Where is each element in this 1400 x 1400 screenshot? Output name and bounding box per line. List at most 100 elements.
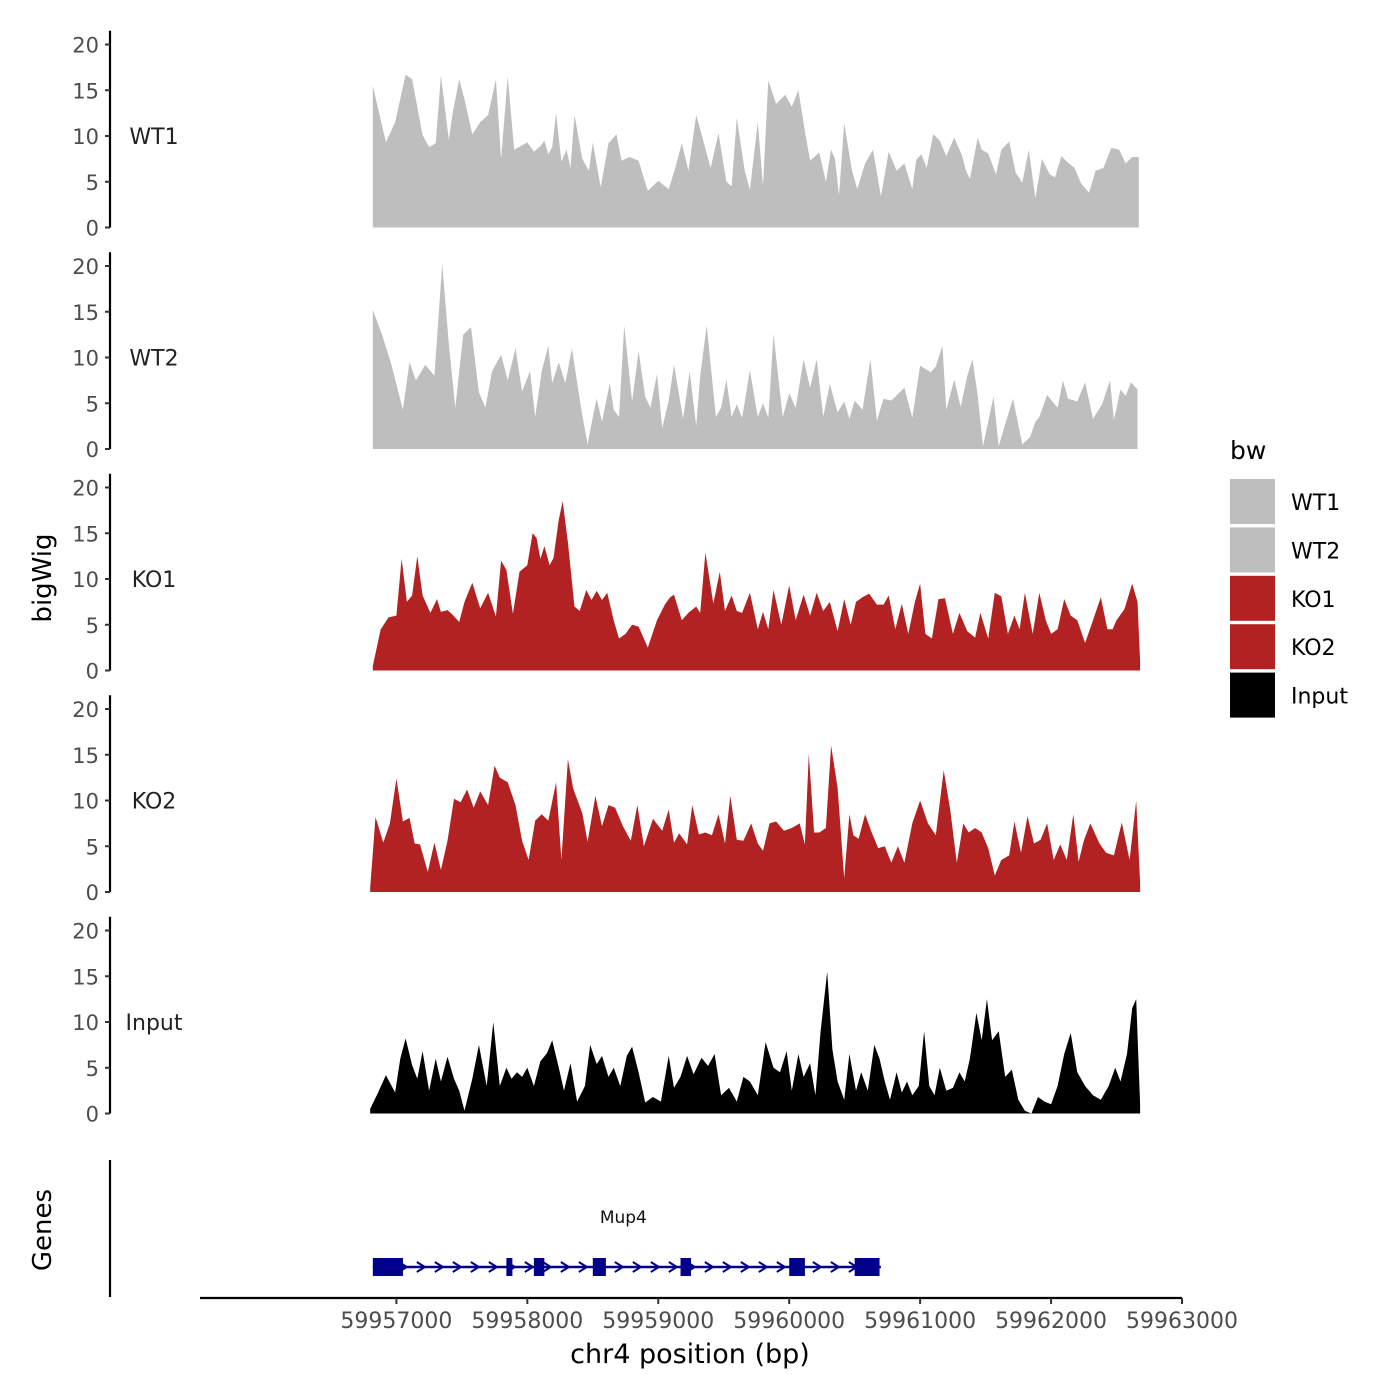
x-tick-label: 59959000 <box>602 1309 714 1334</box>
strand-chevron <box>812 1261 823 1273</box>
exon <box>592 1258 606 1276</box>
legend-label: KO2 <box>1291 636 1336 661</box>
area-wt1 <box>372 74 1139 228</box>
x-tick-label: 59957000 <box>340 1309 452 1334</box>
y-tick-label: 10 <box>72 1011 99 1035</box>
strand-chevron <box>560 1261 571 1273</box>
y-tick-label: 5 <box>86 171 99 195</box>
legend-swatch <box>1230 672 1275 718</box>
y-tick-label: 15 <box>72 744 99 768</box>
strand-chevron <box>740 1261 751 1273</box>
exon <box>680 1258 691 1276</box>
legend-swatch <box>1230 624 1275 670</box>
strand-chevron <box>416 1261 427 1273</box>
x-axis: 59957000 59958000 59959000 59960000 59961000… <box>200 1296 1238 1334</box>
legend: bw WT1 WT2 KO1 KO2 Input <box>1230 436 1348 718</box>
area-wt2 <box>372 264 1138 449</box>
track-ko2: KO2 <box>132 745 1141 892</box>
strand-chevron <box>650 1261 661 1273</box>
legend-swatch <box>1230 527 1275 573</box>
y-tick-label: 5 <box>86 1057 99 1081</box>
y-tick-label: 0 <box>86 881 99 905</box>
strand-chevron <box>470 1261 481 1273</box>
legend-item-ko1: KO1 <box>1230 575 1336 621</box>
exon <box>789 1258 805 1276</box>
gene-mup4: Mup4 <box>372 1208 881 1276</box>
y-tick-label: 5 <box>86 835 99 859</box>
y-tick-label: 15 <box>72 301 99 325</box>
area-ko2 <box>370 745 1141 892</box>
y-tick-label: 10 <box>72 568 99 592</box>
y-tick-label: 15 <box>72 965 99 989</box>
y-tick-label: 10 <box>72 347 99 371</box>
strand-chevron <box>848 1261 859 1273</box>
track-label: Input <box>126 1011 183 1036</box>
strand-chevron <box>578 1261 589 1273</box>
y-tick-label: 10 <box>72 790 99 814</box>
strand-chevron <box>434 1261 445 1273</box>
exon <box>372 1258 403 1276</box>
x-tick-label: 59960000 <box>733 1309 845 1334</box>
exon <box>854 1258 880 1276</box>
x-axis-title: chr4 position (bp) <box>570 1339 810 1370</box>
y-axis-lines: 0 5 10 15 20 0 5 10 15 20 0 5 10 15 20 0 5 10 15 20 0 5 10 15 20 <box>72 30 112 1127</box>
x-tick-label: 59961000 <box>864 1309 976 1334</box>
y-tick-label: 0 <box>86 1103 99 1127</box>
strand-chevron <box>452 1261 463 1273</box>
legend-swatch <box>1230 575 1275 621</box>
y-tick-label: 0 <box>86 438 99 462</box>
y-tick-label: 0 <box>86 660 99 684</box>
genes-axis-title: Genes <box>28 1189 58 1271</box>
strand-chevron <box>758 1261 769 1273</box>
area-ko1 <box>372 501 1141 671</box>
y-tick-label: 0 <box>86 217 99 241</box>
y-tick-label: 20 <box>72 255 99 279</box>
track-wt1: WT1 <box>129 74 1139 228</box>
strand-chevron <box>488 1261 499 1273</box>
strand-chevron <box>830 1261 841 1273</box>
strand-chevron <box>632 1261 643 1273</box>
y-tick-label: 20 <box>72 34 99 58</box>
x-tick-label: 59962000 <box>995 1309 1107 1334</box>
legend-item-input: Input <box>1230 672 1348 718</box>
strand-chevron <box>668 1261 679 1273</box>
track-input: Input <box>126 971 1141 1114</box>
y-tick-label: 20 <box>72 477 99 501</box>
track-label: WT1 <box>129 125 178 150</box>
track-panels: WT1 WT2 KO1 KO2 Input <box>126 74 1141 1114</box>
legend-title: bw <box>1230 436 1266 465</box>
track-label: WT2 <box>129 347 178 372</box>
track-wt2: WT2 <box>129 264 1138 449</box>
strand-chevron <box>524 1261 535 1273</box>
legend-swatch <box>1230 479 1275 524</box>
y-tick-label: 5 <box>86 392 99 416</box>
legend-label: KO1 <box>1291 588 1336 613</box>
y-axis-title: bigWig <box>28 533 58 622</box>
x-tick-label: 59958000 <box>471 1309 583 1334</box>
area-input <box>370 971 1141 1114</box>
track-label: KO1 <box>132 568 177 593</box>
strand-chevron <box>704 1261 715 1273</box>
legend-label: Input <box>1291 685 1348 710</box>
legend-label: WT2 <box>1291 539 1340 564</box>
exon <box>533 1258 545 1276</box>
gene-name: Mup4 <box>600 1208 647 1228</box>
y-tick-label: 20 <box>72 698 99 722</box>
track-label: KO2 <box>132 790 177 815</box>
legend-item-wt1: WT1 <box>1230 479 1340 524</box>
y-tick-label: 20 <box>72 920 99 944</box>
strand-chevron <box>776 1261 787 1273</box>
legend-item-ko2: KO2 <box>1230 624 1336 670</box>
y-tick-label: 10 <box>72 125 99 149</box>
strand-chevron <box>542 1261 553 1273</box>
strand-chevron <box>722 1261 733 1273</box>
legend-label: WT1 <box>1291 491 1340 516</box>
legend-item-wt2: WT2 <box>1230 527 1340 573</box>
strand-chevron <box>614 1261 625 1273</box>
genes-track: Mup4 <box>108 1160 881 1297</box>
track-ko1: KO1 <box>132 501 1141 671</box>
y-tick-label: 15 <box>72 79 99 103</box>
exon <box>506 1258 513 1276</box>
x-tick-label: 59963000 <box>1126 1309 1238 1334</box>
